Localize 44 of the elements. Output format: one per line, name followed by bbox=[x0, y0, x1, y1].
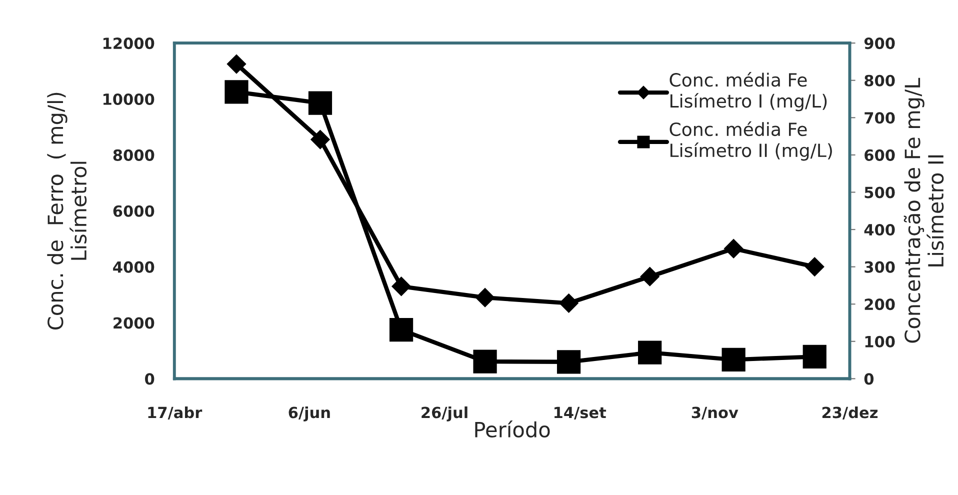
y2-tick-label: 600 bbox=[864, 149, 895, 161]
y-tick-label: 4000 bbox=[113, 261, 154, 273]
point bbox=[226, 54, 246, 74]
legend-label: Conc. média Fe Lisímetro I (mg/L) bbox=[670, 72, 827, 112]
point bbox=[310, 130, 330, 150]
x-tick-label: 6/jun bbox=[288, 406, 330, 422]
x-tick-label: 14/set bbox=[554, 406, 606, 420]
point bbox=[308, 91, 332, 115]
point bbox=[476, 288, 495, 308]
y-tick-label: 12000 bbox=[103, 38, 154, 50]
y-tick-label: 0 bbox=[145, 373, 154, 385]
y2-tick-label: 300 bbox=[864, 261, 895, 273]
legend-label: Conc. média Fe Lisímetro II (mg/L) bbox=[670, 121, 832, 161]
y2-tick-label: 400 bbox=[864, 224, 895, 236]
x-tick-label: 3/nov bbox=[692, 406, 738, 420]
point bbox=[805, 257, 824, 276]
point bbox=[640, 267, 660, 286]
point bbox=[224, 80, 248, 104]
y-tick-label: 2000 bbox=[114, 317, 154, 329]
point bbox=[802, 344, 826, 368]
y2-tick-label: 100 bbox=[865, 336, 895, 348]
y-tick-label: 10000 bbox=[103, 93, 154, 106]
y2-tick-label: 200 bbox=[864, 298, 895, 310]
y2-tick-label: 700 bbox=[864, 112, 895, 124]
y-axis-title: Conc. de Ferro ( mg/l) Lisímetrol bbox=[47, 92, 87, 330]
point bbox=[473, 350, 497, 374]
point bbox=[556, 350, 581, 374]
point bbox=[638, 340, 662, 364]
y-tick-label: 6000 bbox=[113, 205, 154, 217]
point bbox=[722, 348, 746, 372]
y2-tick-label: 0 bbox=[864, 373, 874, 385]
point bbox=[559, 294, 578, 313]
y2-tick-label: 500 bbox=[864, 186, 895, 198]
y2-tick-label: 800 bbox=[864, 74, 895, 86]
x-tick-label: 26/jul bbox=[422, 406, 468, 422]
y-tick-label: 8000 bbox=[113, 149, 154, 161]
point bbox=[724, 239, 744, 258]
point bbox=[392, 276, 411, 296]
point bbox=[389, 318, 414, 342]
x-tick-label: 23/dez bbox=[822, 406, 878, 420]
x-axis-title: Período bbox=[475, 420, 550, 438]
x-tick-label: 17/abr bbox=[148, 406, 202, 420]
y2-tick-label: 900 bbox=[864, 38, 895, 50]
y2-axis-title: Concentração de Fe mg/L Lisímetro II bbox=[904, 78, 944, 343]
